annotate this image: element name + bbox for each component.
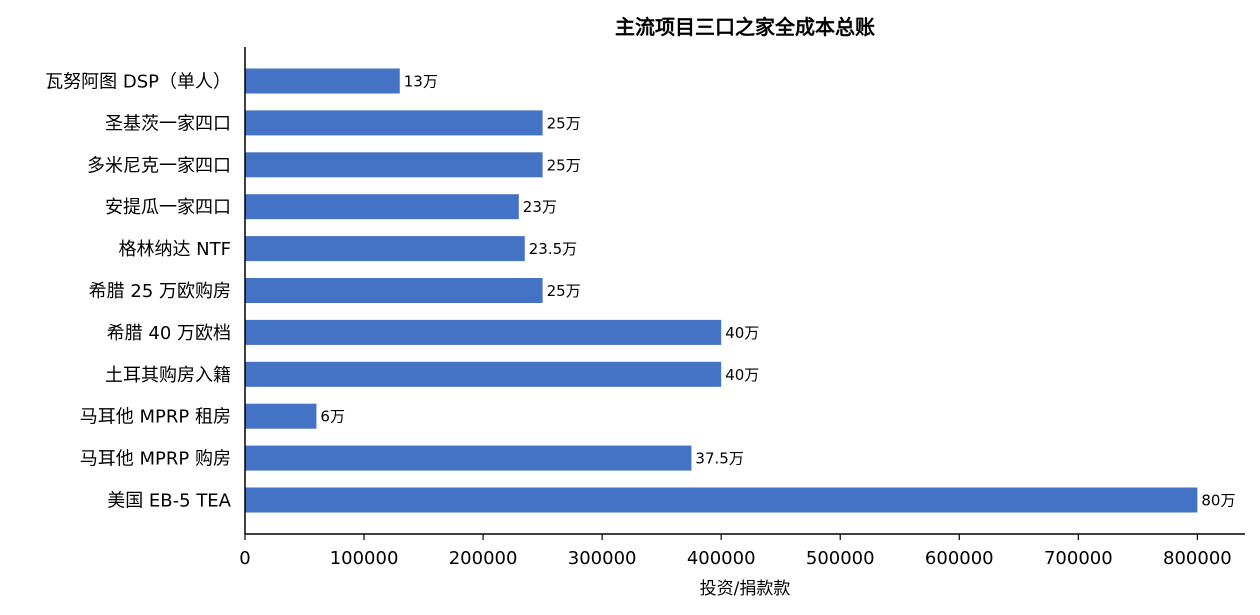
x-ticks-group: 0 100000 200000 300000 400000 500000 600000 700… [239,534,1232,569]
category-label: 土耳其购房入籍 [105,365,231,386]
x-tick-label: 600000 [925,548,994,569]
x-tick-label: 300000 [568,548,637,569]
bar [245,445,692,471]
data-label: 13万 [404,73,438,91]
data-label: 23.5万 [529,240,577,258]
data-label: 25万 [547,114,581,132]
category-label: 格林纳达 NTF [118,239,231,260]
x-tick-label: 400000 [687,548,756,569]
data-labels-group: 13万 25万 25万 23万 23.5万 25万 40万 40万 6万 37.5万 80万 [320,73,1235,510]
chart-title: 主流项目三口之家全成本总账 [615,15,875,39]
x-tick-label: 200000 [449,548,518,569]
bar [245,110,543,136]
data-label: 25万 [547,282,581,300]
bar [245,68,400,94]
x-tick-label: 0 [239,548,250,569]
bar [245,361,722,387]
category-label: 希腊 25 万欧购房 [89,281,231,302]
category-label: 马耳他 MPRP 购房 [80,449,231,470]
data-label: 23万 [523,198,557,216]
bar [245,152,543,178]
category-label: 希腊 40 万欧档 [107,323,231,344]
x-axis-label: 投资/捐款款 [700,579,791,599]
bar [245,278,543,303]
x-tick-label: 700000 [1044,548,1113,569]
category-label: 圣基茨一家四口 [105,113,231,134]
data-label: 25万 [547,156,581,174]
data-label: 80万 [1201,492,1235,510]
category-label: 安提瓜一家四口 [105,197,231,218]
bar [245,194,519,220]
category-label: 美国 EB-5 TEA [107,491,231,512]
x-tick-label: 500000 [806,548,875,569]
data-label: 40万 [725,324,759,342]
bar [245,319,722,345]
bars-group [245,68,1198,513]
x-tick-label: 800000 [1163,548,1232,569]
data-label: 6万 [320,408,345,426]
bar [245,487,1198,513]
bar [245,403,317,429]
category-label: 瓦努阿图 DSP（单人） [45,72,231,93]
x-tick-label: 100000 [330,548,399,569]
category-label: 多米尼克一家四口 [87,155,231,176]
bar [245,236,525,262]
category-label: 马耳他 MPRP 租房 [80,407,231,428]
data-label: 40万 [725,366,759,384]
data-label: 37.5万 [695,450,743,468]
